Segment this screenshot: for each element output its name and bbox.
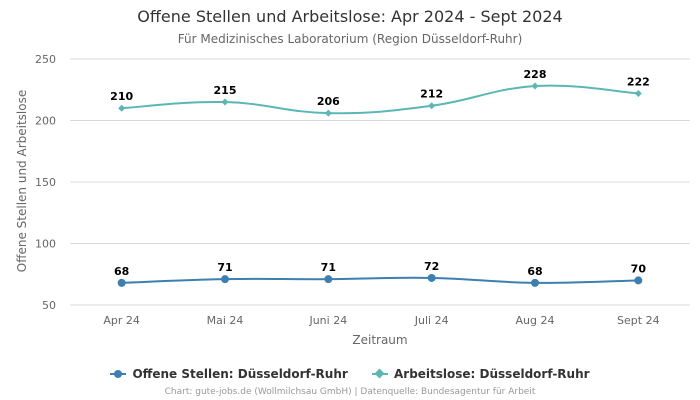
legend-item-arbeitslose[interactable]: Arbeitslose: Düsseldorf-Ruhr <box>371 367 590 381</box>
data-label-offene-stellen: 68 <box>527 265 542 278</box>
y-tick-label-100: 100 <box>35 238 56 251</box>
credits: Chart: gute-jobs.de (Wollmilchsau GmbH) … <box>164 387 536 397</box>
data-label-arbeitslose: 212 <box>420 88 443 101</box>
data-point-arbeitslose <box>634 89 642 97</box>
x-tick-label: Mai 24 <box>207 314 244 327</box>
legend-label-arbeitslose: Arbeitslose: Düsseldorf-Ruhr <box>393 367 590 381</box>
data-label-arbeitslose: 228 <box>524 68 547 81</box>
y-tick-label-250: 250 <box>35 53 56 66</box>
data-point-arbeitslose <box>221 98 229 106</box>
data-point-offene-stellen <box>531 278 539 287</box>
x-axis-title: Zeitraum <box>352 333 407 347</box>
data-point-arbeitslose <box>324 109 332 117</box>
legend-swatch-arbeitslose <box>371 368 388 379</box>
data-point-offene-stellen <box>117 278 126 287</box>
y-tick-label-150: 150 <box>35 176 56 189</box>
series-line-arbeitslose <box>121 84 639 115</box>
data-point-arbeitslose <box>118 104 126 112</box>
data-label-offene-stellen: 71 <box>217 261 232 274</box>
data-point-offene-stellen <box>634 276 643 285</box>
y-tick-label-50: 50 <box>42 299 56 312</box>
y-tick-label-200: 200 <box>35 115 56 128</box>
data-label-arbeitslose: 206 <box>317 95 340 108</box>
data-label-offene-stellen: 70 <box>631 262 647 275</box>
legend-label-offene-stellen: Offene Stellen: Düsseldorf-Ruhr <box>132 367 348 381</box>
data-label-offene-stellen: 68 <box>114 265 129 278</box>
x-tick-label: Sept 24 <box>617 314 660 327</box>
series-line-offene-stellen <box>121 276 639 284</box>
data-label-offene-stellen: 71 <box>321 261 336 274</box>
data-label-arbeitslose: 215 <box>214 84 237 97</box>
legend: Offene Stellen: Düsseldorf-Ruhr Arbeitsl… <box>0 364 700 381</box>
data-point-arbeitslose <box>531 82 539 90</box>
y-axis-title: Offene Stellen und Arbeitslose <box>15 90 29 272</box>
data-point-offene-stellen <box>221 275 229 284</box>
data-label-arbeitslose: 222 <box>627 75 650 88</box>
data-label-offene-stellen: 72 <box>424 260 439 273</box>
chart-subtitle: Für Medizinisches Laboratorium (Region D… <box>177 32 523 46</box>
data-point-offene-stellen <box>324 275 333 284</box>
x-tick-label: Juli 24 <box>414 314 449 327</box>
chart-title: Offene Stellen und Arbeitslose: Apr 2024… <box>137 7 563 26</box>
legend-item-offene-stellen[interactable]: Offene Stellen: Düsseldorf-Ruhr <box>110 367 348 381</box>
x-tick-label: Apr 24 <box>103 314 140 327</box>
x-tick-label: Juni 24 <box>308 314 347 327</box>
x-tick-label: Aug 24 <box>516 314 555 327</box>
legend-swatch-offene-stellen <box>110 370 127 378</box>
data-point-offene-stellen <box>427 273 436 282</box>
data-label-arbeitslose: 210 <box>110 90 133 103</box>
data-point-arbeitslose <box>428 102 436 110</box>
